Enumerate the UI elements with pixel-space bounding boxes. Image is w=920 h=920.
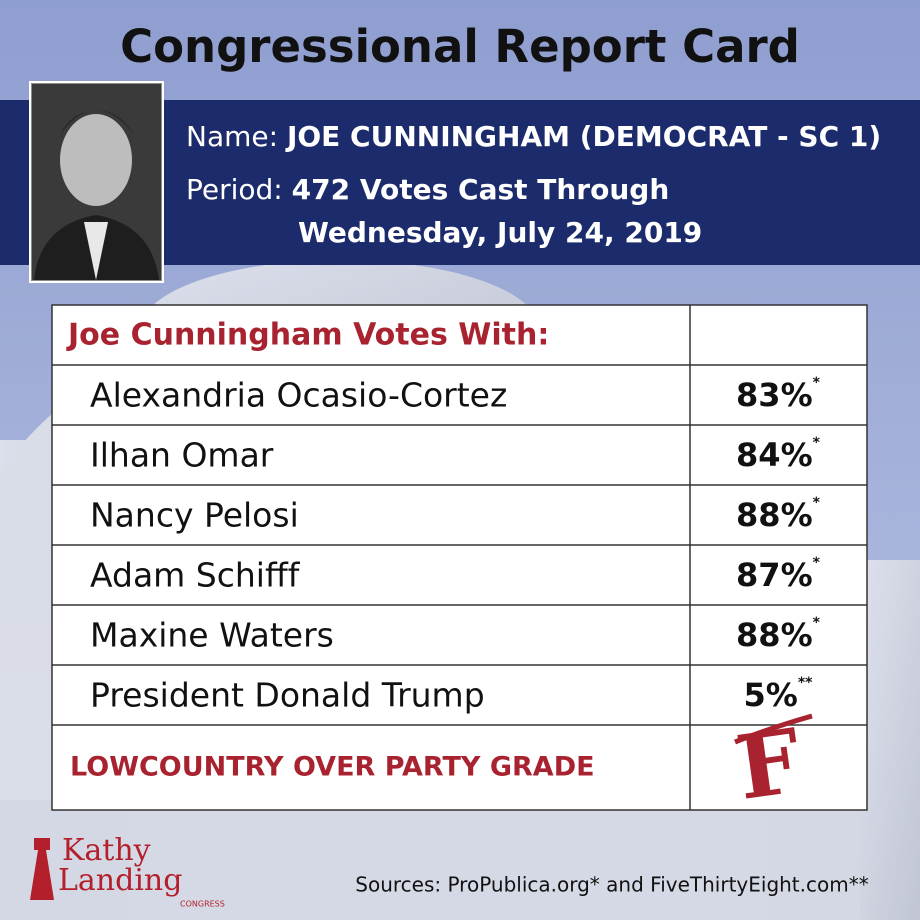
period-line: Period: 472 Votes Cast Through [186, 173, 669, 206]
grade-scribble [734, 713, 813, 745]
footnote-mark: * [813, 435, 821, 451]
footnote-mark: * [813, 375, 821, 391]
footnote-mark: * [813, 495, 821, 511]
footnote-mark: * [813, 615, 821, 631]
row-value: 5%** [744, 675, 814, 714]
logo-line: Landing [58, 863, 182, 898]
row-value: 88%* [736, 615, 821, 654]
value: 88% [736, 616, 813, 654]
row-name: President Donald Trump [90, 676, 485, 715]
grade: F [731, 708, 807, 820]
value: 5% [744, 676, 798, 714]
row-value: 84%* [736, 435, 821, 474]
period-line-2: Wednesday, July 24, 2019 [298, 216, 702, 249]
title: Congressional Report Card [120, 20, 800, 73]
row-name: Adam Schifff [90, 556, 301, 595]
name-line: Name: JOE CUNNINGHAM (DEMOCRAT - SC 1) [186, 120, 881, 153]
value: 83% [736, 376, 813, 414]
votes-table: Joe Cunningham Votes With: Alexandria Oc… [51, 304, 868, 820]
footnote-mark: * [813, 555, 821, 571]
logo-line: Kathy [62, 833, 151, 868]
row-value: 83%* [736, 375, 821, 414]
table-heading: Joe Cunningham Votes With: [66, 318, 549, 353]
value: 84% [736, 436, 813, 474]
logo-line: CONGRESS [180, 900, 225, 909]
row-name: Alexandria Ocasio-Cortez [90, 376, 507, 415]
row-name: Ilhan Omar [90, 436, 274, 475]
portrait [29, 81, 164, 283]
sources: Sources: ProPublica.org* and FiveThirtyE… [355, 873, 868, 897]
row-name: Maxine Waters [90, 616, 334, 655]
value: 87% [736, 556, 813, 594]
logo: Kathy Landing CONGRESS [30, 833, 225, 909]
grade-label: LOWCOUNTRY OVER PARTY GRADE [70, 752, 595, 783]
row-value: 87%* [736, 555, 821, 594]
row-value: 88%* [736, 495, 821, 534]
footnote-mark: ** [798, 675, 813, 691]
value: 88% [736, 496, 813, 534]
row-name: Nancy Pelosi [90, 496, 299, 535]
